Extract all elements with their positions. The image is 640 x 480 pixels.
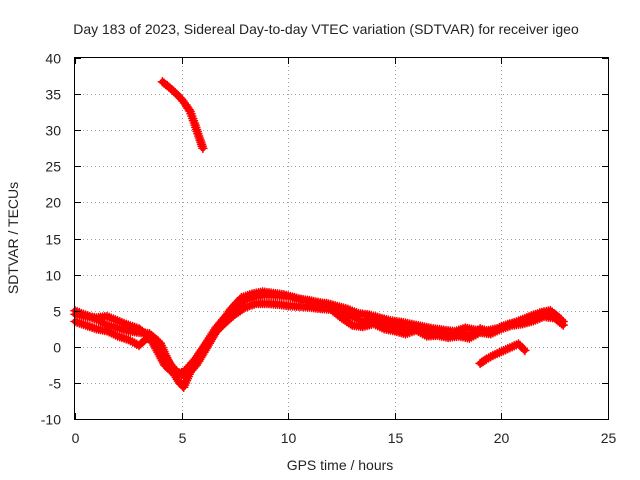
x-tick-label: 20 (494, 430, 510, 446)
y-tick-label: 40 (45, 51, 61, 67)
series-markers (157, 77, 208, 154)
y-tick-label: 20 (45, 195, 61, 211)
grid-lines (75, 58, 608, 419)
plot-frame (74, 57, 609, 420)
y-tick-label: -10 (41, 412, 61, 428)
y-tick-label: 0 (53, 340, 61, 356)
y-tick-label: 15 (45, 232, 61, 248)
series-markers (475, 339, 530, 369)
y-tick-label: -5 (49, 376, 62, 392)
x-tick-label: 25 (601, 430, 617, 446)
y-tick-label: 5 (53, 304, 61, 320)
chart-title: Day 183 of 2023, Sidereal Day-to-day VTE… (73, 21, 579, 37)
x-tick-label: 0 (72, 430, 80, 446)
y-tick-label: 30 (45, 123, 61, 139)
y-tick-label: 10 (45, 268, 61, 284)
x-tick-label: 15 (388, 430, 404, 446)
x-axis-label: GPS time / hours (287, 457, 394, 473)
series-track-c (70, 287, 566, 392)
x-tick-label: 10 (281, 430, 297, 446)
x-tick-label: 5 (179, 430, 187, 446)
y-tick-label: 35 (45, 87, 61, 103)
series-track-d (157, 77, 208, 154)
series-track-e (475, 339, 530, 369)
y-axis-label: SDTVAR / TECUs (5, 182, 21, 294)
axis-ticks: 0 5 10 15 20 25 -10 -5 0 5 10 15 20 25 30 35 40 (41, 51, 617, 447)
data-series (70, 77, 568, 392)
y-tick-label: 25 (45, 159, 61, 175)
